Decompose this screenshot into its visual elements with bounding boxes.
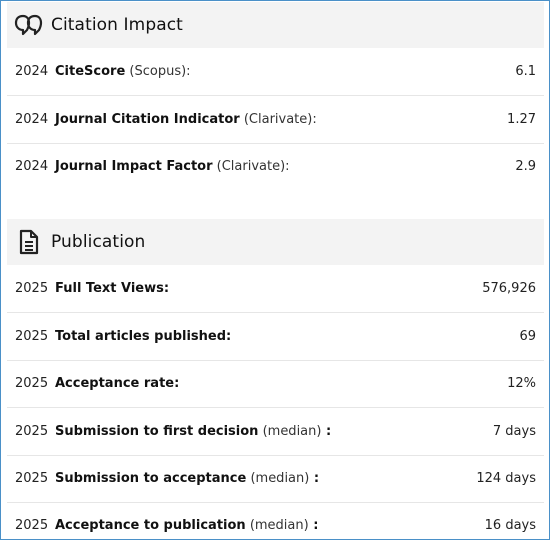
metric-year: 2025 [15,281,49,296]
metric-row: 2024 CiteScore (Scopus): 6.1 [7,48,544,96]
metric-year: 2025 [15,518,49,533]
metric-value: 12% [507,376,536,391]
metric-value: 7 days [492,424,536,439]
metric-row: 2025 Submission to acceptance (median) :… [7,455,544,503]
metric-row: 2025 Full Text Views: 576,926 [7,265,544,313]
metric-label: Journal Citation Indicator (Clarivate): [55,112,317,127]
metric-year: 2025 [15,329,49,344]
metric-row: 2025 Total articles published: 69 [7,313,544,361]
metric-year: 2024 [15,112,49,127]
metric-value: 69 [519,329,536,344]
metric-year: 2025 [15,471,49,486]
metric-value: 16 days [484,518,536,533]
metric-value: 6.1 [515,64,536,79]
section-title: Publication [51,232,146,252]
metric-year: 2025 [15,424,49,439]
quote-bubble-icon [7,2,51,48]
metric-value: 2.9 [515,159,536,174]
metric-label: Submission to first decision (median) : [55,424,332,439]
metric-label: Total articles published: [55,329,232,344]
metric-row: 2024 Journal Impact Factor (Clarivate): … [7,143,544,190]
metric-value: 576,926 [482,281,536,296]
section-title: Citation Impact [51,15,183,35]
metric-label: Journal Impact Factor (Clarivate): [55,159,290,174]
metric-label: Acceptance rate: [55,376,180,391]
metric-year: 2025 [15,376,49,391]
metric-label: Acceptance to publication (median) : [55,518,319,533]
metric-row: 2024 Journal Citation Indicator (Clariva… [7,96,544,144]
citation-impact-header: Citation Impact [7,2,544,48]
document-icon [7,219,51,265]
metric-row: 2025 Submission to first decision (media… [7,408,544,456]
publication-header: Publication [7,219,544,265]
metric-year: 2024 [15,159,49,174]
metric-row: 2025 Acceptance rate: 12% [7,360,544,408]
metric-year: 2024 [15,64,49,79]
metric-label: CiteScore (Scopus): [55,64,191,79]
metric-label: Submission to acceptance (median) : [55,471,320,486]
metric-value: 124 days [476,471,536,486]
metric-row: 2025 Acceptance to publication (median) … [7,502,544,539]
metric-label: Full Text Views: [55,281,170,296]
metric-value: 1.27 [507,112,536,127]
